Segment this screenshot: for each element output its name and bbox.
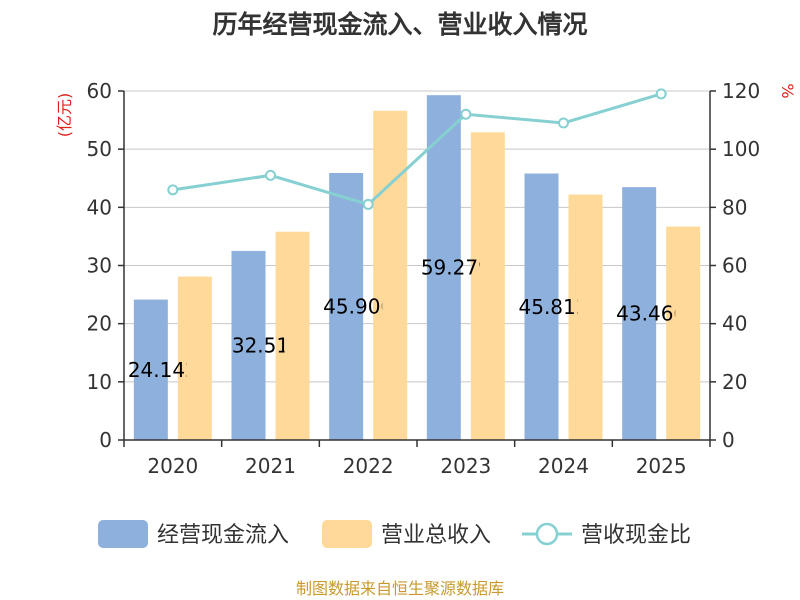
bar-cash-inflow (329, 172, 364, 440)
legend-label-ratio: 营收现金比 (581, 523, 691, 548)
bar-revenue (666, 226, 701, 440)
data-labels: 24.142 32.51 45.906 59.279 45.812 43.466 (128, 256, 686, 382)
legend-label-cash-inflow: 经营现金流入 (157, 523, 289, 548)
legend-marker-ratio (535, 522, 559, 546)
right-tick-label: 100 (722, 137, 760, 161)
axes: 0 10 20 30 40 50 60 0 20 40 60 80 100 120 2020 2021 2022… (87, 79, 761, 478)
ratio-point (265, 169, 276, 181)
ratio-point (558, 117, 569, 129)
data-label: 32.51 (232, 333, 289, 357)
bar-revenue (275, 231, 310, 440)
legend-label-revenue: 营业总收入 (381, 523, 491, 548)
ratio-line-path (172, 92, 662, 207)
ratio-point (362, 198, 374, 210)
data-label: 59.279 (421, 256, 491, 280)
left-tick-label: 30 (87, 254, 112, 278)
legend: 经营现金流入 营业总收入 营收现金比 (98, 520, 691, 548)
chart-title: 历年经营现金流入、营业收入情况 (212, 10, 587, 39)
bars (133, 95, 701, 441)
right-tick-label: 80 (722, 195, 747, 219)
left-tick-label: 40 (87, 195, 112, 219)
bar-revenue (568, 194, 603, 440)
right-axis-unit: % (778, 83, 797, 98)
bar-cash-inflow (231, 250, 266, 440)
x-tick-label: 2023 (440, 454, 491, 478)
right-tick-label: 120 (722, 79, 760, 103)
bar-cash-inflow (524, 173, 559, 441)
ratio-point (460, 108, 472, 120)
bar-revenue (470, 132, 505, 440)
x-tick-label: 2024 (538, 454, 589, 478)
bar-cash-inflow (622, 187, 657, 440)
data-label: 43.466 (616, 302, 686, 326)
legend-swatch-revenue (322, 520, 372, 548)
x-tick-label: 2022 (343, 454, 394, 478)
left-tick-label: 10 (87, 370, 112, 394)
ratio-line (167, 88, 667, 210)
right-tick-label: 20 (722, 370, 747, 394)
ratio-point (655, 88, 667, 100)
left-tick-label: 0 (99, 428, 112, 452)
right-tick-label: 40 (722, 312, 747, 336)
ratio-point (167, 184, 179, 196)
right-tick-label: 0 (722, 428, 735, 452)
bar-cash-inflow (426, 95, 461, 440)
bar-revenue (373, 110, 408, 440)
bar-revenue (177, 276, 212, 440)
x-tick-label: 2020 (147, 454, 198, 478)
left-tick-label: 50 (87, 137, 112, 161)
source-note: 制图数据来自恒生聚源数据库 (296, 579, 504, 598)
right-tick-label: 60 (722, 254, 747, 278)
bar-cash-inflow (133, 299, 168, 440)
data-label: 45.812 (519, 295, 589, 319)
left-tick-label: 60 (87, 79, 112, 103)
data-label: 24.142 (128, 358, 198, 382)
left-axis-unit: (亿元) (55, 93, 74, 138)
x-tick-label: 2021 (245, 454, 296, 478)
left-tick-label: 20 (87, 312, 112, 336)
x-tick-label: 2025 (636, 454, 687, 478)
legend-swatch-cash-inflow (98, 520, 148, 548)
data-label: 45.906 (323, 294, 393, 318)
grid-lines (124, 90, 710, 383)
